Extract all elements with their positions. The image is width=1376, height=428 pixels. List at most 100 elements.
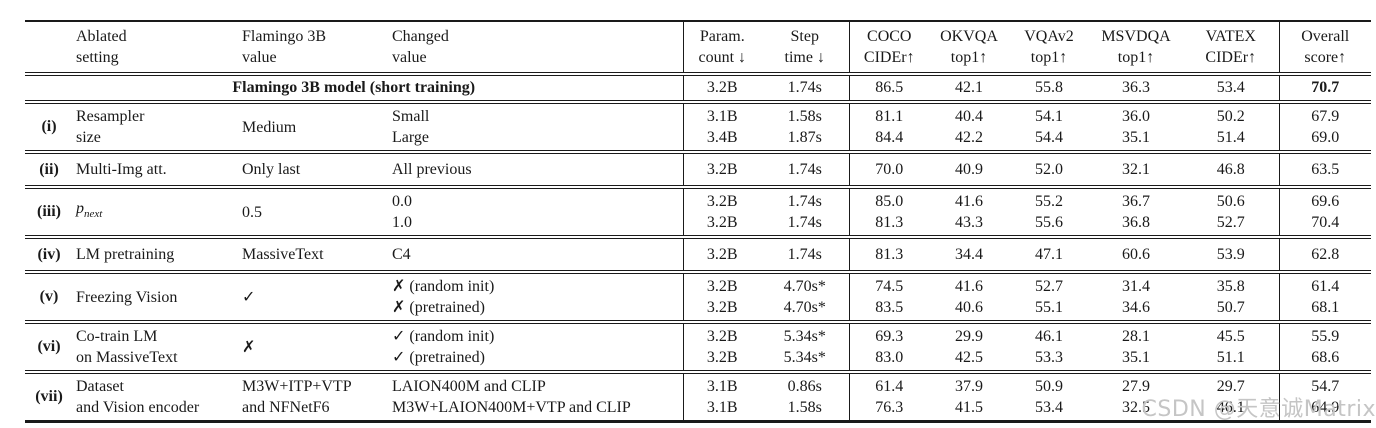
- cell-line: on MassiveText: [76, 349, 178, 366]
- cell-line: 3.2B: [706, 246, 738, 263]
- baseline-row: Flamingo 3B model (short training) 3.2B …: [25, 74, 1371, 102]
- cell-line: Dataset: [76, 378, 124, 395]
- cell-line: 3.1B: [706, 108, 738, 125]
- table-row: (v) Freezing Vision ✓ ✗ (random init) ✗ (pre…: [25, 272, 1371, 322]
- header-flamingo-value: Flamingo 3B value: [239, 21, 389, 74]
- header-row: Ablated setting Flamingo 3B value Change…: [25, 21, 1371, 74]
- cell-line: 81.3: [875, 214, 904, 231]
- table-row: (i) Resampler size Medium Small Large 3.1B 3.4B…: [25, 102, 1371, 152]
- cell-line: 51.1: [1216, 349, 1245, 366]
- coco-cell: 74.5 83.5: [848, 272, 929, 322]
- row-id: (iv): [37, 245, 61, 263]
- param-cell: 3.2B: [682, 152, 761, 187]
- cell-line: 46.1: [1035, 328, 1063, 345]
- cell-line: and NFNetF6: [242, 399, 330, 416]
- cell-line: ✓: [242, 288, 256, 306]
- cell-line: 55.1: [1035, 299, 1063, 316]
- ablation-group: (v) Freezing Vision ✓ ✗ (random init) ✗ (pre…: [25, 272, 1371, 322]
- cell-line: 28.1: [1122, 328, 1150, 345]
- row-id: (v): [39, 288, 59, 305]
- cell-line: ✗ (pretrained): [392, 299, 485, 316]
- cell-line: 83.5: [875, 299, 904, 316]
- cell-line: 69.3: [875, 328, 904, 345]
- cell-line: 61.4: [875, 378, 904, 395]
- cell-line: MassiveText: [242, 246, 324, 263]
- cell-line: Resampler: [76, 108, 145, 125]
- coco-cell: 81.1 84.4: [848, 102, 929, 152]
- cell-line: 3.2B: [706, 278, 738, 295]
- flamingo-value-cell: Medium: [239, 102, 389, 152]
- cell-line: 36.8: [1122, 214, 1150, 231]
- cell-line: 54.4: [1035, 129, 1063, 146]
- cell-line: 3.2B: [706, 214, 738, 231]
- cell-line: 3.2B: [706, 328, 738, 345]
- header-line: Ablated: [76, 28, 127, 45]
- step-cell: 1.74s 1.74s: [761, 187, 849, 237]
- cell-line: 0.0: [392, 193, 412, 210]
- cell-line: 52.7: [1216, 214, 1245, 231]
- okvqa-cell: 34.4: [929, 237, 1009, 272]
- table-row: (iv) LM pretraining MassiveText C4 3.2B 1.74s…: [25, 237, 1371, 272]
- changed-value-cell: 0.0 1.0: [389, 187, 683, 237]
- vqav2-cell: 52.7 55.1: [1009, 272, 1089, 322]
- cell-line: 53.4: [1035, 399, 1063, 416]
- coco-cell: 61.4 76.3: [848, 372, 929, 422]
- row-id: (vi): [37, 338, 61, 355]
- vatex-cell: 45.5 51.1: [1183, 322, 1279, 372]
- baseline-label: Flamingo 3B model (short training): [232, 79, 476, 96]
- cell-line: LM pretraining: [76, 246, 175, 263]
- overall-cell: 67.9 69.0: [1278, 102, 1371, 152]
- cell-line: 61.4: [1311, 278, 1340, 295]
- header-param-count: Param. count ↓: [682, 21, 761, 74]
- cell-line: 46.8: [1216, 161, 1245, 178]
- okvqa-cell: 40.4 42.2: [929, 102, 1009, 152]
- cell-line: 31.4: [1122, 278, 1150, 295]
- cell-line: 69.0: [1311, 129, 1340, 146]
- cell-line: 1.74s: [787, 246, 822, 263]
- header-overall-score: Overall score↑: [1278, 21, 1371, 74]
- header-ablated-setting: Ablated setting: [73, 21, 239, 74]
- ablated-setting-cell: Dataset and Vision encoder: [73, 372, 239, 422]
- cell-line: 1.74s: [787, 161, 822, 178]
- cell-line: 29.9: [955, 328, 983, 345]
- cell-line: 4.70s*: [783, 278, 826, 295]
- table-row: (vii) Dataset and Vision encoder M3W+ITP+VT…: [25, 372, 1371, 422]
- header-line: time ↓: [784, 49, 825, 66]
- cell-line: size: [76, 129, 101, 146]
- cell-line: 74.5: [875, 278, 904, 295]
- vqav2-cell: 47.1: [1009, 237, 1089, 272]
- cell-line: 55.9: [1311, 328, 1340, 345]
- baseline-vqav2: 55.8: [1035, 79, 1063, 96]
- changed-value-cell: All previous: [389, 152, 683, 187]
- header-line: top1↑: [1030, 49, 1068, 66]
- overall-cell: 54.7 64.9: [1278, 372, 1371, 422]
- ablated-setting-cell: Co-train LM on MassiveText: [73, 322, 239, 372]
- cell-line: 35.1: [1122, 349, 1150, 366]
- param-cell: 3.1B 3.1B: [682, 372, 761, 422]
- cell-line: Small: [392, 108, 430, 125]
- cell-line: 55.6: [1035, 214, 1063, 231]
- vqav2-cell: 46.1 53.3: [1009, 322, 1089, 372]
- msvdqa-cell: 32.1: [1089, 152, 1183, 187]
- cell-line: 1.87s: [787, 129, 822, 146]
- cell-line: 3.2B: [706, 161, 738, 178]
- table-row: (vi) Co-train LM on MassiveText ✗ ✓ (random …: [25, 322, 1371, 372]
- cell-line: 35.8: [1216, 278, 1245, 295]
- ablated-setting-cell: Multi-Img att.: [73, 152, 239, 187]
- coco-cell: 81.3: [848, 237, 929, 272]
- header-row-id: [25, 21, 73, 74]
- cell-line: 45.5: [1216, 328, 1245, 345]
- cell-line: 52.7: [1035, 278, 1063, 295]
- math-pnext: pnext: [76, 200, 103, 221]
- changed-value-cell: Small Large: [389, 102, 683, 152]
- cell-line: ✗: [242, 338, 256, 356]
- ablated-setting-cell: LM pretraining: [73, 237, 239, 272]
- overall-cell: 55.9 68.6: [1278, 322, 1371, 372]
- row-id: (i): [41, 118, 57, 135]
- overall-cell: 61.4 68.1: [1278, 272, 1371, 322]
- cell-line: 42.5: [955, 349, 983, 366]
- header-line: top1↑: [950, 49, 988, 66]
- cell-line: 3.2B: [706, 299, 738, 316]
- cell-line: 84.4: [875, 129, 904, 146]
- baseline-vatex: 53.4: [1216, 79, 1245, 96]
